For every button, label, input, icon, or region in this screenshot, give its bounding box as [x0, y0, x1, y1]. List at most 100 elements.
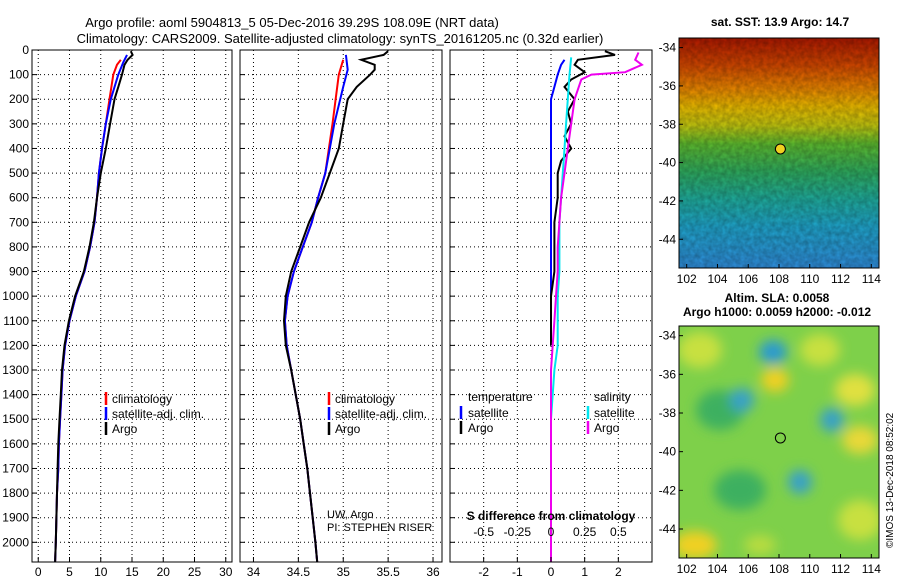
top-tick-label: 0.5 — [610, 525, 627, 539]
legend-satellite-label: satellite-adj. clim. — [335, 407, 427, 421]
x-tick-label: 1 — [581, 565, 588, 579]
map-y-tick-label: -36 — [659, 79, 677, 93]
series-line-argo — [54, 50, 134, 563]
map-y-tick-label: -44 — [659, 232, 677, 246]
y-tick-label: 2000 — [2, 535, 29, 549]
map-y-tick-label: -38 — [659, 406, 677, 420]
map-x-tick-label: 106 — [738, 272, 758, 286]
y-tick-label: 1800 — [2, 486, 29, 500]
legend-temp-argo-label: Argo — [468, 421, 494, 435]
map-x-tick-label: 114 — [862, 272, 881, 286]
series-line-salinity-argo — [550, 52, 644, 562]
y-tick-label: 1700 — [2, 461, 29, 475]
legend-climatology-label: climatology — [112, 392, 172, 406]
series-line-satellite-adj-clim- — [283, 54, 349, 563]
map-x-tick-label: 102 — [677, 562, 697, 576]
x-tick-label: 35 — [337, 565, 351, 579]
series-line-temperature-argo — [550, 50, 616, 346]
y-tick-label: 300 — [9, 117, 29, 131]
temperature-legend: climatology satellite-adj. clim. Argo — [104, 392, 204, 436]
sst-map-title: sat. SST: 13.9 Argo: 14.7 — [711, 15, 850, 29]
map-x-tick-label: 108 — [769, 562, 789, 576]
panel-difference: -2-1012T difference from climatologyS di… — [449, 49, 653, 580]
y-tick-label: 400 — [9, 141, 29, 155]
y-tick-label: 200 — [9, 92, 29, 106]
x-tick-label: 35.5 — [376, 565, 400, 579]
x-tick-label: 2 — [615, 565, 622, 579]
map-y-tick-label: -38 — [659, 117, 677, 131]
legend-temperature-heading: temperature — [468, 390, 533, 404]
map-x-tick-label: 114 — [862, 562, 881, 576]
plot-frame — [239, 49, 443, 563]
figure-title-line2: Climatology: CARS2009. Satellite-adjuste… — [77, 31, 604, 46]
map-x-tick-label: 104 — [707, 562, 727, 576]
imos-watermark: ©IMOS 13-Dec-2018 08:52:02 — [885, 412, 896, 548]
credit-line2: PI: STEPHEN RISER — [327, 522, 432, 534]
y-tick-label: 600 — [9, 191, 29, 205]
y-tick-label: 1000 — [2, 289, 29, 303]
y-tick-label: 1500 — [2, 412, 29, 426]
x-tick-label: 15 — [125, 565, 139, 579]
series-line-salinity-satellite — [550, 57, 573, 562]
map-x-tick-label: 108 — [769, 272, 789, 286]
y-tick-label: 1400 — [2, 388, 29, 402]
series-line-climatology — [54, 59, 122, 563]
map-y-tick-label: -36 — [659, 367, 677, 381]
map-y-tick-label: -40 — [659, 445, 677, 459]
x-tick-label: 30 — [219, 565, 233, 579]
map-x-tick-label: 112 — [831, 272, 850, 286]
map-x-tick-label: 110 — [800, 562, 819, 576]
legend-sal-satellite-label: satellite — [594, 406, 635, 420]
sst-map-axes: 102 104 106 108 110 112 114 -34 -36 -38 -40 -42 -44 — [659, 37, 881, 286]
map-x-tick-label: 102 — [677, 272, 697, 286]
legend-salinity-heading: salinity — [594, 390, 631, 404]
y-tick-label: 1100 — [3, 314, 29, 328]
y-tick-label: 500 — [9, 166, 29, 180]
x-tick-label: 5 — [66, 565, 73, 579]
panel-temperature: 051015202530temperature (deg C)010020030… — [2, 43, 232, 580]
argo-position-marker — [774, 143, 786, 155]
x-tick-label: 20 — [157, 565, 171, 579]
series-line-climatology — [283, 59, 345, 563]
map-y-tick-label: -40 — [659, 156, 677, 170]
x-tick-label: 0 — [35, 565, 42, 579]
y-tick-label: 1200 — [2, 338, 29, 352]
y-tick-label: 800 — [9, 240, 29, 254]
y-tick-label: 1900 — [2, 511, 29, 525]
map-x-tick-label: 104 — [707, 272, 727, 286]
legend-climatology-label: climatology — [335, 392, 395, 406]
legend-temp-satellite-label: satellite — [468, 406, 509, 420]
map-y-tick-label: -42 — [659, 194, 677, 208]
y-tick-label: 100 — [9, 68, 29, 82]
legend-satellite-label: satellite-adj. clim. — [112, 407, 204, 421]
y-tick-label: 700 — [9, 215, 29, 229]
x-tick-label: 0 — [548, 565, 555, 579]
map-x-tick-label: 110 — [800, 272, 819, 286]
top-axis-label: S difference from climatology — [467, 509, 636, 523]
map-x-tick-label: 106 — [738, 562, 758, 576]
x-tick-label: 34 — [247, 565, 261, 579]
profile-panels: 051015202530temperature (deg C)010020030… — [2, 43, 653, 580]
salinity-legend: climatology satellite-adj. clim. Argo UW… — [327, 392, 432, 534]
top-tick-label: 0.25 — [573, 525, 597, 539]
credit-line1: UW, Argo — [327, 509, 373, 521]
series-line-satellite-adj-clim- — [54, 54, 128, 563]
argo-position-marker — [774, 432, 786, 444]
map-y-tick-label: -42 — [659, 483, 677, 497]
top-tick-label: -0.5 — [473, 525, 494, 539]
figure-title-line1: Argo profile: aoml 5904813_5 05-Dec-2016… — [85, 15, 499, 30]
map-x-tick-label: 112 — [831, 562, 850, 576]
top-tick-label: 0 — [548, 525, 555, 539]
legend-argo-label: Argo — [335, 422, 361, 436]
y-tick-label: 900 — [9, 265, 29, 279]
map-y-tick-label: -44 — [659, 522, 677, 536]
x-tick-label: -1 — [512, 565, 523, 579]
series-line-argo — [282, 50, 389, 563]
legend-argo-label: Argo — [112, 422, 138, 436]
map-y-tick-label: -34 — [659, 329, 677, 343]
sla-map-title-line1: Altim. SLA: 0.0058 — [725, 291, 830, 305]
sla-map — [679, 326, 879, 558]
sla-map-title-line2: Argo h1000: 0.0059 h2000: -0.012 — [683, 305, 871, 319]
